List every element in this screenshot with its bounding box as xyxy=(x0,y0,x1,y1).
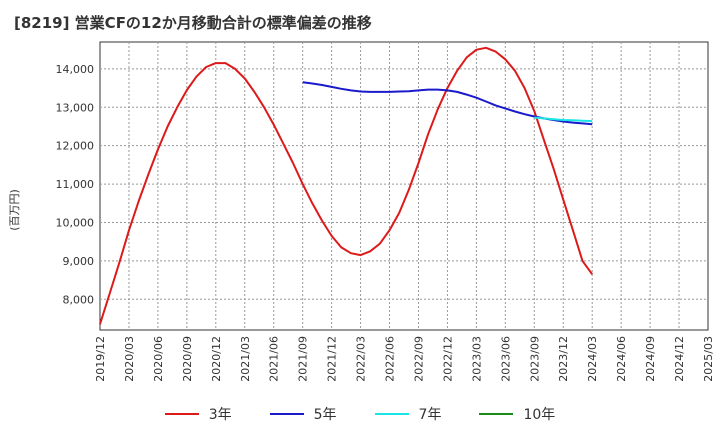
x-tick-label: 2020/09 xyxy=(181,336,194,382)
x-tick-label: 2023/09 xyxy=(528,336,541,382)
grid-layer xyxy=(100,42,708,330)
legend-label: 3年 xyxy=(208,407,232,423)
x-tick-label: 2022/12 xyxy=(441,336,454,382)
series-line-7年 xyxy=(534,116,593,123)
chart-title: [8219] 営業CFの12か月移動合計の標準偏差の推移 xyxy=(14,14,372,32)
x-tick-label: 2020/06 xyxy=(152,336,165,382)
legend-swatch xyxy=(374,413,409,415)
x-tick-label: 2025/03 xyxy=(702,336,715,382)
x-tick-label: 2024/03 xyxy=(586,336,599,382)
y-tick-label: 10,000 xyxy=(56,216,95,229)
series-layer xyxy=(99,46,594,325)
y-tick-label: 11,000 xyxy=(56,178,95,191)
legend-swatch xyxy=(479,413,514,415)
legend-item: 5年 xyxy=(269,404,337,424)
x-tick-label: 2024/06 xyxy=(615,336,628,382)
legend-swatch xyxy=(164,413,199,415)
x-tick-label: 2019/12 xyxy=(94,336,107,382)
x-tick-label: 2023/12 xyxy=(557,336,570,382)
legend: 3年 5年 7年 10年 xyxy=(0,402,720,426)
y-tick-label: 13,000 xyxy=(56,101,95,114)
x-tick-label: 2021/03 xyxy=(239,336,252,382)
x-tick-label: 2021/06 xyxy=(268,336,281,382)
y-tick-label: 9,000 xyxy=(63,255,95,268)
y-tick-label: 8,000 xyxy=(63,293,95,306)
y-axis-label: (百万円) xyxy=(8,189,21,231)
x-tick-label: 2022/03 xyxy=(355,336,368,382)
x-tick-label: 2021/12 xyxy=(326,336,339,382)
legend-label: 5年 xyxy=(313,407,337,423)
x-tick-label: 2020/03 xyxy=(123,336,136,382)
x-tick-label: 2023/03 xyxy=(470,336,483,382)
legend-label: 10年 xyxy=(523,407,556,423)
x-tick-label: 2022/09 xyxy=(412,336,425,382)
legend-label: 7年 xyxy=(418,407,442,423)
series-line-3年 xyxy=(99,46,594,325)
plot-area xyxy=(99,41,709,331)
x-tick-label: 2020/12 xyxy=(210,336,223,382)
x-tick-label: 2021/09 xyxy=(297,336,310,382)
y-tick-labels: 8,000 9,000 10,000 11,000 12,000 13,000 14,000 xyxy=(56,63,95,306)
x-tick-label: 2024/09 xyxy=(644,336,657,382)
legend-item: 7年 xyxy=(374,404,442,424)
x-tick-label: 2023/06 xyxy=(499,336,512,382)
y-tick-label: 12,000 xyxy=(56,140,95,153)
x-tick-labels: 2019/12 2020/03 2020/06 2020/09 2020/12 2021/… xyxy=(94,336,715,382)
legend-swatch xyxy=(269,413,304,415)
x-tick-label: 2022/06 xyxy=(384,336,397,382)
x-tick-label: 2024/12 xyxy=(673,336,686,382)
legend-item: 3年 xyxy=(164,404,232,424)
legend-item: 10年 xyxy=(479,404,555,424)
y-tick-label: 14,000 xyxy=(56,63,95,76)
